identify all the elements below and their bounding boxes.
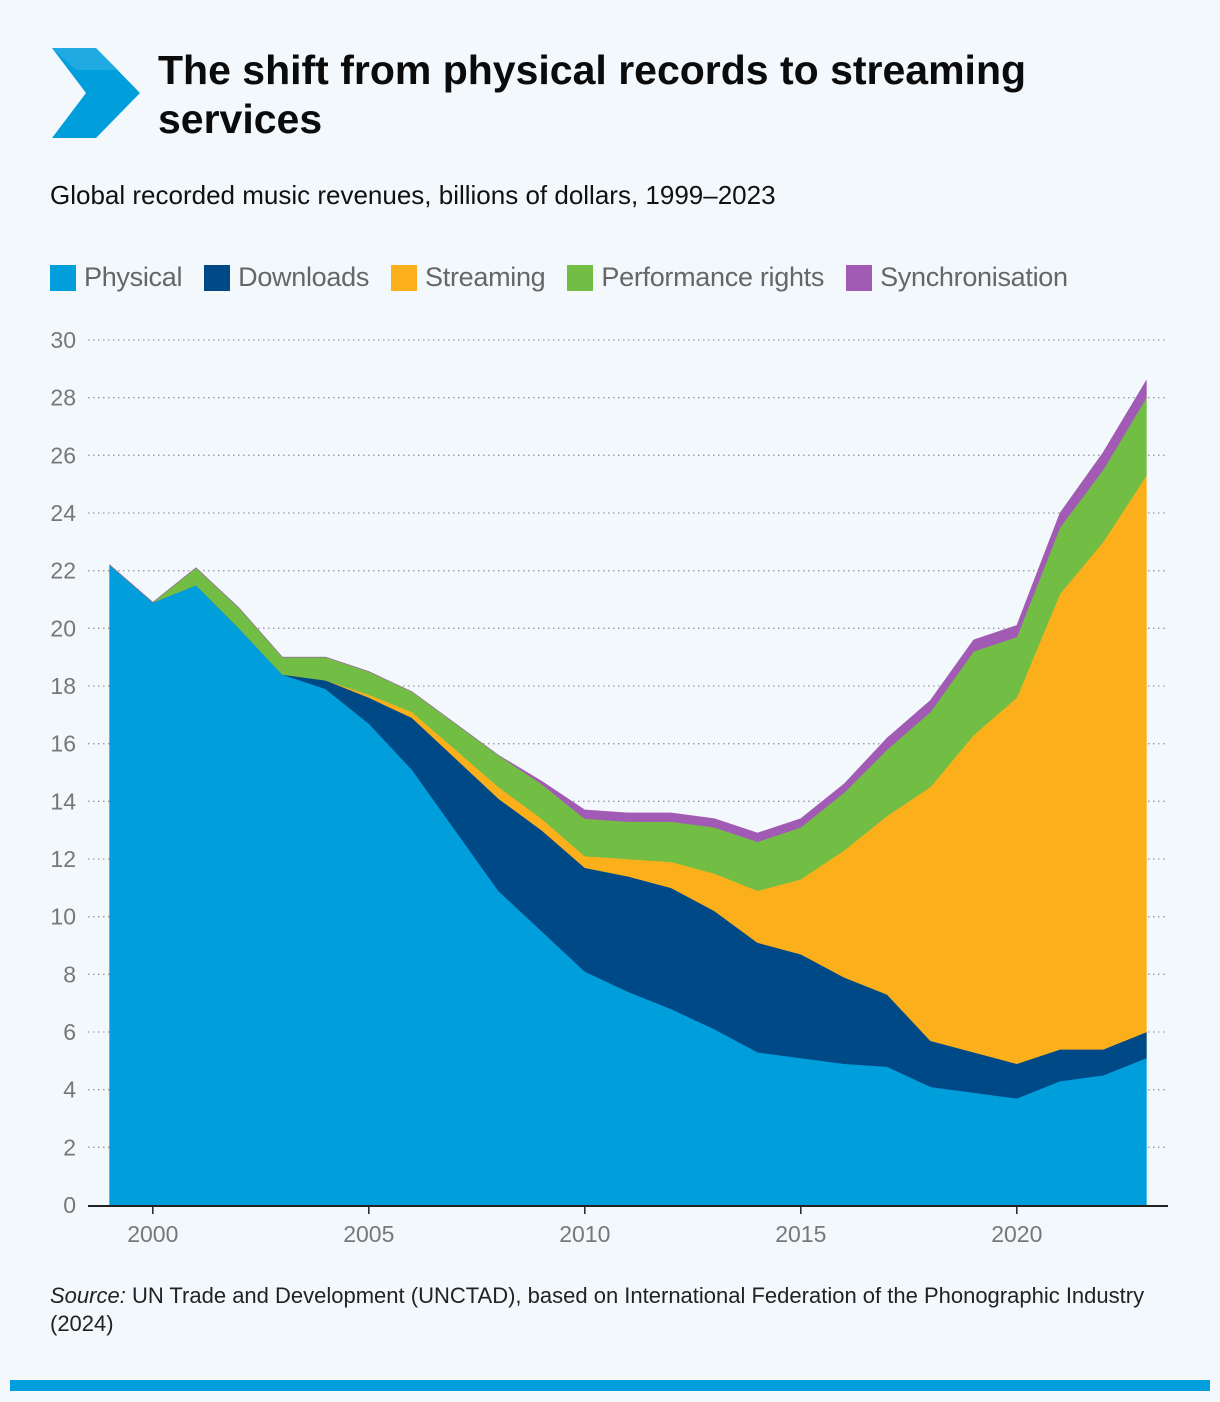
chart-legend: Physical Downloads Streaming Performance…	[50, 262, 1090, 293]
legend-label-performance-rights: Performance rights	[601, 262, 825, 292]
y-tick-label: 16	[50, 731, 76, 757]
y-tick-label: 26	[50, 442, 76, 468]
chart-subtitle: Global recorded music revenues, billions…	[50, 180, 776, 210]
legend-swatch-physical	[50, 264, 76, 291]
legend-label-downloads: Downloads	[238, 262, 370, 292]
page-title: The shift from physical records to strea…	[158, 47, 1027, 143]
legend-item-downloads: Downloads	[204, 262, 369, 293]
y-tick-label: 14	[50, 788, 76, 814]
legend-swatch-streaming	[391, 264, 418, 291]
x-tick-label: 2000	[127, 1221, 178, 1247]
y-tick-label: 30	[50, 327, 76, 353]
legend-label-streaming: Streaming	[425, 262, 546, 292]
y-tick-label: 4	[63, 1077, 76, 1103]
legend-item-streaming: Streaming	[391, 262, 546, 293]
chevron-logo-icon	[52, 48, 140, 138]
x-tick-label: 2010	[559, 1221, 610, 1247]
y-tick-label: 0	[63, 1192, 76, 1218]
legend-label-synchronisation: Synchronisation	[880, 262, 1068, 292]
y-tick-label: 22	[50, 558, 76, 584]
y-tick-label: 8	[63, 961, 76, 987]
y-tick-label: 28	[50, 385, 76, 411]
legend-swatch-downloads	[204, 264, 231, 291]
legend-swatch-performance-rights	[567, 264, 594, 291]
legend-swatch-synchronisation	[846, 264, 873, 291]
legend-item-physical: Physical	[50, 262, 182, 293]
bottom-accent-bar	[10, 1380, 1210, 1391]
series-area-synchronisation	[109, 380, 1147, 842]
x-tick-label: 2005	[343, 1221, 394, 1247]
source-text: UN Trade and Development (UNCTAD), based…	[50, 1283, 1145, 1336]
y-tick-label: 18	[50, 673, 76, 699]
source-label: Source:	[50, 1283, 126, 1308]
y-tick-label: 12	[50, 846, 76, 872]
y-tick-label: 20	[50, 615, 76, 641]
y-tick-label: 10	[50, 904, 76, 930]
y-tick-label: 2	[63, 1134, 76, 1160]
legend-label-physical: Physical	[84, 262, 183, 292]
legend-item-synchronisation: Synchronisation	[846, 262, 1068, 293]
y-tick-label: 6	[63, 1019, 76, 1045]
x-tick-label: 2020	[991, 1221, 1042, 1247]
series-areas	[109, 380, 1147, 1206]
y-tick-label: 24	[50, 500, 76, 526]
legend-item-performance-rights: Performance rights	[567, 262, 824, 293]
x-tick-label: 2015	[775, 1221, 826, 1247]
source-note: Source: UN Trade and Development (UNCTAD…	[50, 1282, 1170, 1337]
